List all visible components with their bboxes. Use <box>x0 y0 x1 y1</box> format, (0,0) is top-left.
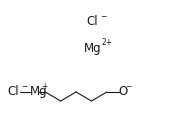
Text: 2+: 2+ <box>101 38 113 47</box>
Text: −: − <box>100 12 107 21</box>
Text: Mg: Mg <box>83 42 101 55</box>
Text: O: O <box>119 85 128 98</box>
Text: Cl: Cl <box>8 85 19 98</box>
Text: Mg: Mg <box>30 85 48 98</box>
Text: +: + <box>41 82 48 91</box>
Text: −: − <box>125 82 131 91</box>
Text: −: − <box>22 82 28 91</box>
Text: Cl: Cl <box>87 15 98 28</box>
